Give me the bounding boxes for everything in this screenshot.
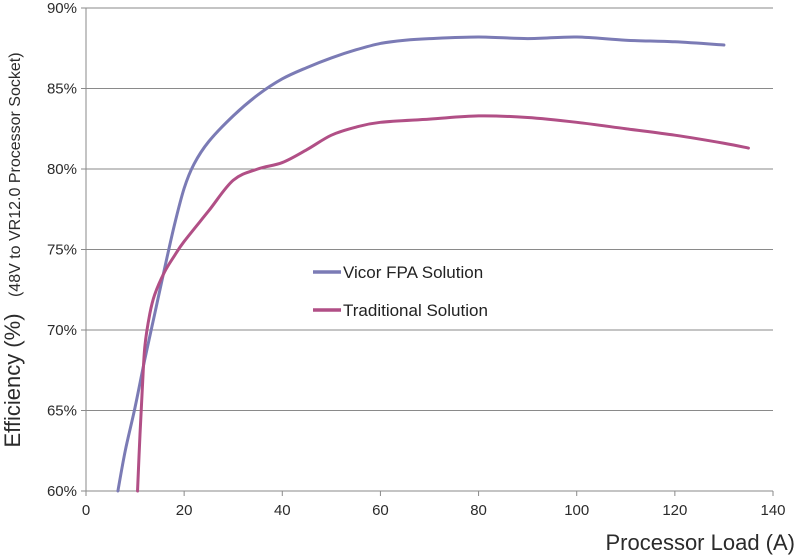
x-tick-label: 140 bbox=[760, 502, 785, 519]
x-tick-label: 120 bbox=[662, 502, 687, 519]
series-line-0 bbox=[116, 35, 726, 493]
tick-labels: 60% 65% 70% 75% 80% 85% 90% 0 20 40 60 80 100 120 140 bbox=[47, 0, 786, 519]
y-tick-label: 85% bbox=[47, 81, 77, 98]
x-tick-label: 80 bbox=[470, 502, 487, 519]
y-tick-label: 65% bbox=[47, 403, 77, 420]
y-tick-label: 60% bbox=[47, 483, 77, 500]
y-tick-label: 90% bbox=[47, 0, 77, 17]
y-axis-title-sub: (48V to VR12.0 Processor Socket) bbox=[7, 52, 24, 297]
y-axis-title-main: Efficiency (%) bbox=[0, 313, 25, 447]
legend: Vicor FPA Solution Traditional Solution bbox=[313, 263, 488, 320]
y-tick-label: 75% bbox=[47, 242, 77, 259]
y-tick-label: 80% bbox=[47, 161, 77, 178]
series-line-1 bbox=[136, 114, 750, 493]
x-axis-title: Processor Load (A) bbox=[605, 530, 795, 555]
gridlines bbox=[86, 7, 773, 492]
x-tick-label: 60 bbox=[372, 502, 389, 519]
x-tick-label: 40 bbox=[274, 502, 291, 519]
legend-item-vicor: Vicor FPA Solution bbox=[313, 263, 483, 282]
axes bbox=[81, 7, 774, 496]
legend-label-traditional: Traditional Solution bbox=[343, 301, 488, 320]
legend-item-traditional: Traditional Solution bbox=[313, 301, 488, 320]
x-tick-label: 0 bbox=[82, 502, 90, 519]
x-tick-label: 20 bbox=[176, 502, 193, 519]
y-axis-title: Efficiency (%) (48V to VR12.0 Processor … bbox=[0, 52, 25, 447]
series-lines bbox=[116, 35, 750, 493]
y-tick-label: 70% bbox=[47, 322, 77, 339]
legend-label-vicor: Vicor FPA Solution bbox=[343, 263, 483, 282]
x-tick-label: 100 bbox=[564, 502, 589, 519]
